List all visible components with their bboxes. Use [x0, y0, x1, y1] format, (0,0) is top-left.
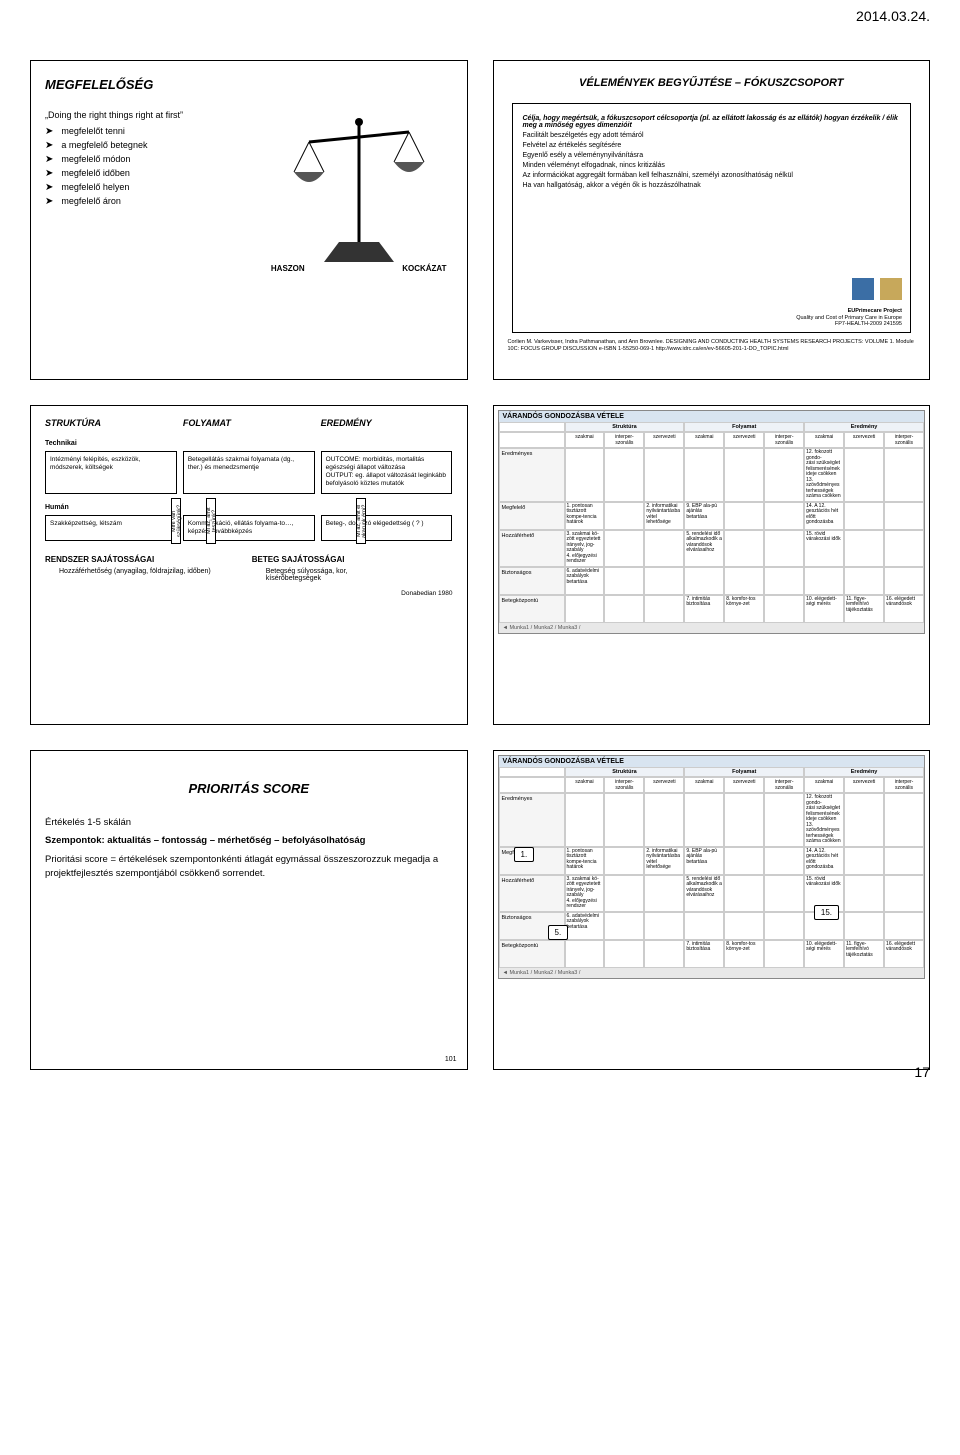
s5-box: OUTCOME: morbiditás, mortalitás egészség…	[321, 451, 453, 494]
s5-h3: EREDMÉNY	[321, 418, 453, 428]
s5-foot1: Hozzáférhetőség (anyagilag, földrajzilag…	[59, 568, 246, 575]
slide-1: MEGFELELŐSÉG „Doing the right things rig…	[30, 60, 468, 380]
slide2-box: Célja, hogy megértsük, a fókuszcsoport c…	[512, 103, 912, 333]
slide2-title: VÉLEMÉNYEK BEGYŰJTÉSE – FÓKUSZCSOPORT	[508, 77, 916, 89]
s5-box: Kommunikáció, ellátás folyama-to…, képzé…	[183, 515, 315, 541]
s5-sys1: RENDSZER SAJÁTOSSÁGAI	[45, 555, 246, 564]
slide2-line: Az információkat aggregált formában kell…	[523, 172, 901, 179]
s5-foot2: Betegség súlyossága, kor, kísérőbetegség…	[266, 568, 453, 582]
slide7-counter: 101	[445, 1056, 457, 1063]
s5-box: Szakképzettség, létszám Mire van szükség…	[45, 515, 177, 541]
slide2-line: Facilitált beszélgetés egy adott témáról	[523, 132, 901, 139]
balance-left: HASZON	[271, 264, 305, 273]
slide2-line: Minden véleményt elfogadnak, nincs kriti…	[523, 162, 901, 169]
slide1-bullets: megfelelőt tenni a megfelelő betegnek me…	[45, 126, 257, 207]
s5-sys2: BETEG SAJÁTOSSÁGAI	[252, 555, 453, 564]
slide-grid: MEGFELELŐSÉG „Doing the right things rig…	[0, 0, 960, 1090]
slide2-line: Ha van hallgatóság, akkor a végén ők is …	[523, 182, 901, 189]
slide-5: STRUKTÚRA FOLYAMAT EREDMÉNY Technikai In…	[30, 405, 468, 725]
vert-label: Mi az, amit teszünk?	[206, 498, 216, 544]
matrix-b: VÁRANDÓS GONDOZÁSBA VÉTELEStruktúraFolya…	[498, 755, 926, 979]
bullet: megfelelő áron	[45, 196, 257, 207]
balance-right: KOCKÁZAT	[402, 264, 446, 273]
slide7-line: Értékelés 1-5 skálán	[45, 816, 453, 830]
slide1-title: MEGFELELŐSÉG	[45, 77, 453, 92]
slide7-title: PRIORITÁS SCORE	[45, 781, 453, 796]
priority-badge: 1.	[514, 847, 535, 862]
s5-box: Betegellátás szakmai folyamata (dg., the…	[183, 451, 315, 494]
s5-box: Intézményi felépítés, eszközök, módszere…	[45, 451, 177, 494]
priority-badge: 15.	[814, 905, 839, 920]
bullet: megfelelőt tenni	[45, 126, 257, 137]
slide2-project: EUPrimecare Project Quality and Cost of …	[796, 308, 902, 328]
slide2-line: Felvétel az értékelés segítésére	[523, 142, 901, 149]
slide2-logos	[852, 278, 902, 300]
s5-ref: Donabedian 1980	[45, 590, 453, 597]
slide2-line: Célja, hogy megértsük, a fókuszcsoport c…	[523, 115, 901, 129]
slide2-line: Egyenlő esély a véleménynyilvánításra	[523, 152, 901, 159]
slide-7: PRIORITÁS SCORE Értékelés 1-5 skálán Sze…	[30, 750, 468, 1070]
slide-6: VÁRANDÓS GONDOZÁSBA VÉTELEStruktúraFolya…	[493, 405, 931, 725]
s5-row-label: Technikai	[45, 440, 453, 447]
bullet: megfelelő időben	[45, 168, 257, 179]
vert-label: Mi az, amit el akarunk érni?	[356, 498, 366, 544]
slide-2: VÉLEMÉNYEK BEGYŰJTÉSE – FÓKUSZCSOPORT Cé…	[493, 60, 931, 380]
s5-row-label: Humán	[45, 504, 453, 511]
balance-scale-icon	[265, 112, 453, 272]
bullet: megfelelő helyen	[45, 182, 257, 193]
slide-8: VÁRANDÓS GONDOZÁSBA VÉTELEStruktúraFolya…	[493, 750, 931, 1070]
slide2-citation: Corlien M. Varkevisser, Indra Pathmanath…	[508, 339, 916, 353]
vert-label: Mire van szükségünk?	[171, 498, 181, 544]
slide7-line: Szempontok: aktualitás – fontosság – mér…	[45, 834, 453, 848]
page-number: 17	[914, 1064, 930, 1080]
slide1-quote: „Doing the right things right at first”	[45, 110, 257, 120]
s5-h1: STRUKTÚRA	[45, 418, 177, 428]
bullet: megfelelő módon	[45, 154, 257, 165]
bullet: a megfelelő betegnek	[45, 140, 257, 151]
priority-badge: 5.	[548, 925, 569, 940]
matrix-a: VÁRANDÓS GONDOZÁSBA VÉTELEStruktúraFolya…	[498, 410, 926, 634]
page-date: 2014.03.24.	[856, 8, 930, 24]
logo-icon	[880, 278, 902, 300]
slide7-line: Prioritási score = értékelések szemponto…	[45, 853, 453, 882]
s5-box: Beteg-, dolgozó elégedettség ( ? ) Mi az…	[321, 515, 453, 541]
s5-h2: FOLYAMAT	[183, 418, 315, 428]
logo-icon	[852, 278, 874, 300]
